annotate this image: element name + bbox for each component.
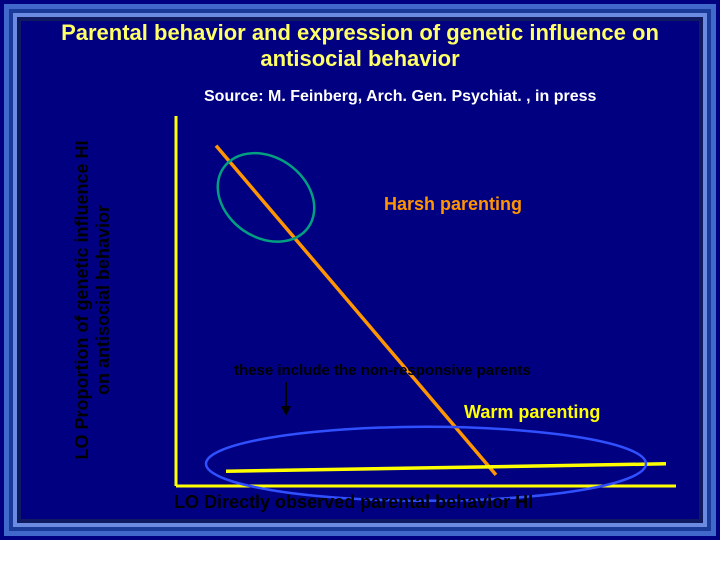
- slide-content: Parental behavior and expression of gene…: [24, 24, 696, 516]
- x-axis-label: LO Directly observed parental behavior H…: [174, 492, 533, 513]
- slide-frame: Parental behavior and expression of gene…: [0, 0, 720, 540]
- arrow-icon: [24, 24, 720, 564]
